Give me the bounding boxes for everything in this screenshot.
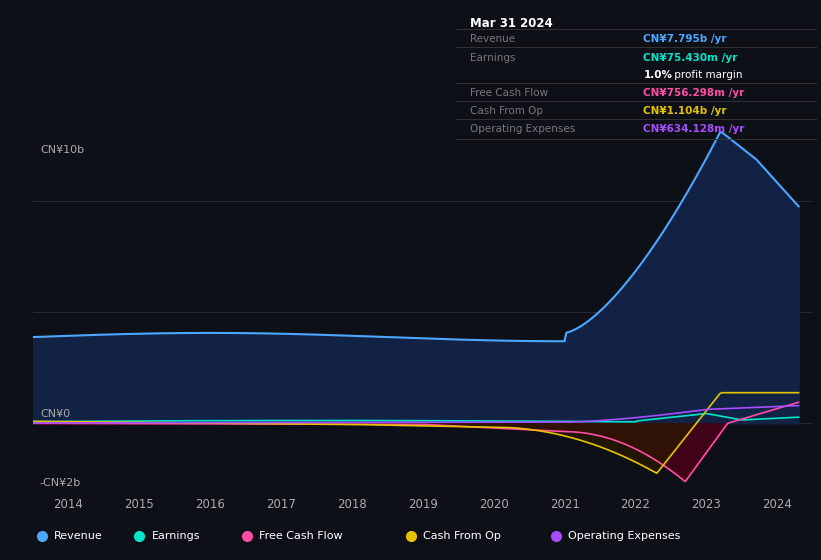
- Text: Revenue: Revenue: [54, 531, 103, 541]
- Text: Mar 31 2024: Mar 31 2024: [470, 17, 553, 30]
- Text: profit margin: profit margin: [671, 69, 742, 80]
- Text: CN¥75.430m /yr: CN¥75.430m /yr: [644, 53, 738, 63]
- Text: CN¥10b: CN¥10b: [40, 145, 84, 155]
- Text: CN¥634.128m /yr: CN¥634.128m /yr: [644, 124, 745, 134]
- Text: CN¥7.795b /yr: CN¥7.795b /yr: [644, 34, 727, 44]
- Text: -CN¥2b: -CN¥2b: [40, 478, 81, 488]
- Text: CN¥756.298m /yr: CN¥756.298m /yr: [644, 88, 745, 99]
- Text: CN¥0: CN¥0: [40, 409, 70, 419]
- Text: Earnings: Earnings: [152, 531, 200, 541]
- Text: Cash From Op: Cash From Op: [470, 106, 544, 116]
- Text: Operating Expenses: Operating Expenses: [470, 124, 576, 134]
- Text: Revenue: Revenue: [470, 34, 516, 44]
- Text: Operating Expenses: Operating Expenses: [568, 531, 681, 541]
- Text: Earnings: Earnings: [470, 53, 516, 63]
- Text: CN¥1.104b /yr: CN¥1.104b /yr: [644, 106, 727, 116]
- Text: Free Cash Flow: Free Cash Flow: [470, 88, 548, 99]
- Text: 1.0%: 1.0%: [644, 69, 672, 80]
- Text: Free Cash Flow: Free Cash Flow: [259, 531, 343, 541]
- Text: Cash From Op: Cash From Op: [423, 531, 501, 541]
